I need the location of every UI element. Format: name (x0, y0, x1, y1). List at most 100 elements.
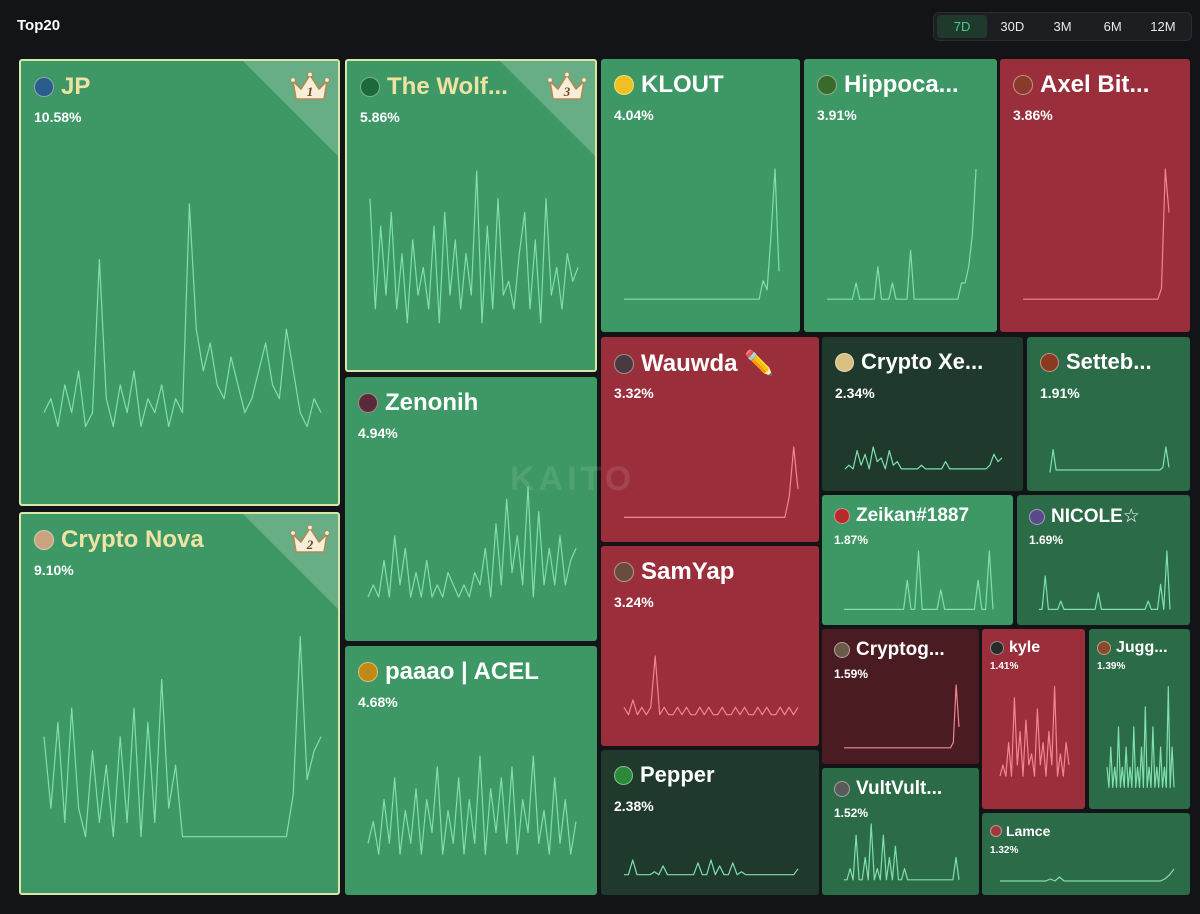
tile-zeikan-1887[interactable]: Zeikan#1887 1.87% (822, 495, 1013, 625)
tile-paaao-acel[interactable]: paaao | ACEL 4.68% (345, 646, 597, 895)
tile-header: NICOLE☆ (1029, 505, 1140, 528)
tile-name: JP (61, 73, 91, 100)
tile-header: SamYap (614, 558, 734, 586)
tile-samyap[interactable]: SamYap 3.24% (601, 546, 819, 746)
share-percent: 3.24% (614, 594, 654, 610)
tile-name: paaao | ACEL (385, 658, 539, 685)
tile-name: VultVult... (856, 778, 943, 799)
tile-setteb[interactable]: Setteb... 1.91% (1027, 337, 1190, 491)
tab-30d[interactable]: 30D (1000, 19, 1025, 34)
tile-name: Lamce (1006, 823, 1051, 839)
avatar-icon (614, 562, 634, 582)
tile-header: Zenonih (358, 389, 478, 417)
tile-header: Crypto Xe... (835, 349, 983, 375)
avatar-icon (34, 77, 54, 97)
tile-name: Pepper (640, 762, 715, 787)
tile-header: paaao | ACEL (358, 658, 539, 686)
avatar-icon (1029, 508, 1045, 525)
share-percent: 2.34% (835, 385, 875, 401)
share-percent: 5.86% (360, 109, 400, 125)
tile-zenonih[interactable]: Zenonih 4.94% (345, 377, 597, 641)
avatar-icon (1013, 75, 1033, 95)
tile-the-wolf[interactable]: 3 The Wolf... 5.86% (345, 59, 597, 372)
share-percent: 1.39% (1097, 661, 1126, 672)
share-percent: 4.04% (614, 107, 654, 123)
tile-kyle[interactable]: kyle 1.41% (982, 629, 1085, 809)
tile-lamce[interactable]: Lamce 1.32% (982, 813, 1190, 895)
rank-crown-icon: 1 (290, 71, 330, 100)
avatar-icon (834, 781, 850, 797)
tile-klout[interactable]: KLOUT 4.04% (601, 59, 800, 332)
tile-name: Setteb... (1066, 349, 1152, 374)
sparkline-path (1039, 550, 1171, 610)
tile-name: NICOLE☆ (1051, 506, 1140, 527)
sparkline-path (624, 168, 780, 300)
tile-header: Zeikan#1887 (834, 505, 969, 527)
sparkline-path (623, 655, 799, 716)
tile-name: Zenonih (385, 389, 479, 416)
tile-name: Wauwda ✏️ (641, 350, 774, 377)
avatar-icon (1040, 352, 1059, 372)
tile-header: Hippoca... (817, 71, 959, 99)
tile-name: KLOUT (641, 71, 724, 98)
avatar-icon (614, 765, 633, 785)
tile-header: JP (34, 73, 90, 101)
share-percent: 1.32% (990, 845, 1019, 856)
avatar-icon (360, 77, 380, 97)
tile-header: Cryptog... (834, 639, 945, 661)
tab-12m[interactable]: 12M (1150, 19, 1176, 34)
tile-name: Zeikan#1887 (856, 505, 970, 526)
tile-header: Axel Bit... (1013, 71, 1149, 99)
sparkline-chart (827, 168, 977, 300)
sparkline-path (844, 550, 994, 610)
tab-3m[interactable]: 3M (1053, 19, 1072, 34)
share-percent: 10.58% (34, 109, 82, 125)
tile-cryptog[interactable]: Cryptog... 1.59% (822, 629, 979, 764)
tile-axel-bit[interactable]: Axel Bit... 3.86% (1000, 59, 1190, 332)
rank-crown-icon: 2 (290, 524, 330, 553)
sparkline-path (624, 446, 799, 518)
tile-header: kyle (990, 639, 1040, 657)
share-percent: 4.94% (358, 425, 398, 441)
tile-header: Lamce (990, 823, 1050, 839)
tile-jp[interactable]: 1 JP 10.58% (19, 59, 340, 506)
avatar-icon (990, 641, 1004, 655)
svg-text:2: 2 (306, 537, 314, 552)
share-percent: 1.91% (1040, 385, 1080, 401)
tile-header: Jugg... (1097, 639, 1168, 657)
share-percent: 1.69% (1029, 533, 1064, 547)
tile-name: Crypto Nova (61, 526, 204, 553)
tile-name: Jugg... (1116, 639, 1168, 656)
tile-crypto-xe[interactable]: Crypto Xe... 2.34% (822, 337, 1023, 491)
sparkline-path (844, 684, 960, 749)
page-title: Top20 (17, 17, 61, 34)
avatar-icon (358, 393, 378, 413)
share-percent: 1.59% (834, 667, 869, 681)
tab-6m[interactable]: 6M (1103, 19, 1122, 34)
tile-header: KLOUT (614, 71, 724, 99)
sparkline-chart (1023, 168, 1170, 300)
sparkline-path (369, 170, 579, 324)
sparkline-path (1106, 686, 1175, 788)
tile-hippoca[interactable]: Hippoca... 3.91% (804, 59, 997, 332)
tile-name: Cryptog... (856, 639, 945, 660)
tile-pepper[interactable]: Pepper 2.38% (601, 750, 819, 895)
share-percent: 9.10% (34, 562, 74, 578)
avatar-icon (835, 352, 854, 372)
avatar-icon (34, 530, 54, 550)
share-percent: 3.32% (614, 385, 654, 401)
avatar-icon (614, 353, 634, 374)
tile-jugg[interactable]: Jugg... 1.39% (1089, 629, 1190, 809)
tile-name: SamYap (641, 558, 735, 585)
tile-nicole[interactable]: NICOLE☆ 1.69% (1017, 495, 1190, 625)
sparkline-path (43, 203, 322, 428)
tab-7d[interactable]: 7D (937, 15, 988, 38)
sparkline-path (367, 755, 577, 855)
tile-name: kyle (1009, 639, 1041, 656)
sparkline-chart (624, 168, 780, 300)
sparkline-path (1049, 446, 1170, 473)
tile-header: Wauwda ✏️ (614, 349, 774, 378)
tile-wauwda[interactable]: Wauwda ✏️ 3.32% (601, 337, 819, 542)
tile-vultvult[interactable]: VultVult... 1.52% (822, 768, 979, 895)
tile-crypto-nova[interactable]: 2 Crypto Nova 9.10% (19, 512, 340, 895)
